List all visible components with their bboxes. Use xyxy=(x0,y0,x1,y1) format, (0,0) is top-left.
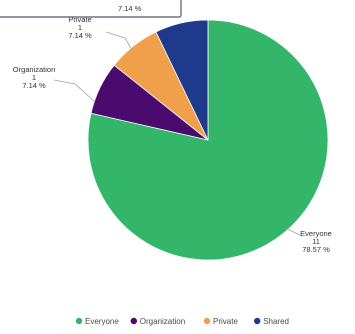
legend-marker-shared xyxy=(254,317,261,325)
tooltip-box xyxy=(0,0,182,18)
legend-marker-organization xyxy=(130,317,137,325)
legend-label-shared: Shared xyxy=(263,317,289,326)
leader-lines xyxy=(53,31,303,237)
legend-marker-private xyxy=(203,317,211,325)
legend: Everyone Organization Private Shared xyxy=(75,317,289,326)
legend-marker-everyone xyxy=(75,317,83,325)
pie-slice-everyone[interactable] xyxy=(87,19,329,261)
leader-line-organization xyxy=(53,79,96,103)
leader-line-private xyxy=(105,31,133,51)
pie-slices xyxy=(87,19,329,261)
legend-label-private: Private xyxy=(213,317,238,326)
slice-label-organization: Organization 1 7.14 % xyxy=(13,65,56,90)
legend-item-private[interactable]: Private xyxy=(203,317,239,326)
tooltip-text: 7.14 % xyxy=(118,4,142,13)
legend-item-organization[interactable]: Organization xyxy=(130,317,186,326)
slice-labels: Everyone 11 78.57 % Organization 1 7.14 % Priv… xyxy=(13,15,332,254)
legend-item-shared[interactable]: Shared xyxy=(254,317,289,326)
legend-item-everyone[interactable]: Everyone xyxy=(75,317,120,326)
pie-slice-shared[interactable] xyxy=(155,19,209,141)
leader-line-everyone xyxy=(284,227,303,237)
legend-label-organization: Organization xyxy=(140,317,185,326)
tooltip: 7.14 % xyxy=(0,0,182,18)
slice-label-private: Private 1 7.14 % xyxy=(68,15,92,40)
slice-label-everyone: Everyone 11 78.57 % xyxy=(300,229,332,254)
legend-label-everyone: Everyone xyxy=(85,317,119,326)
